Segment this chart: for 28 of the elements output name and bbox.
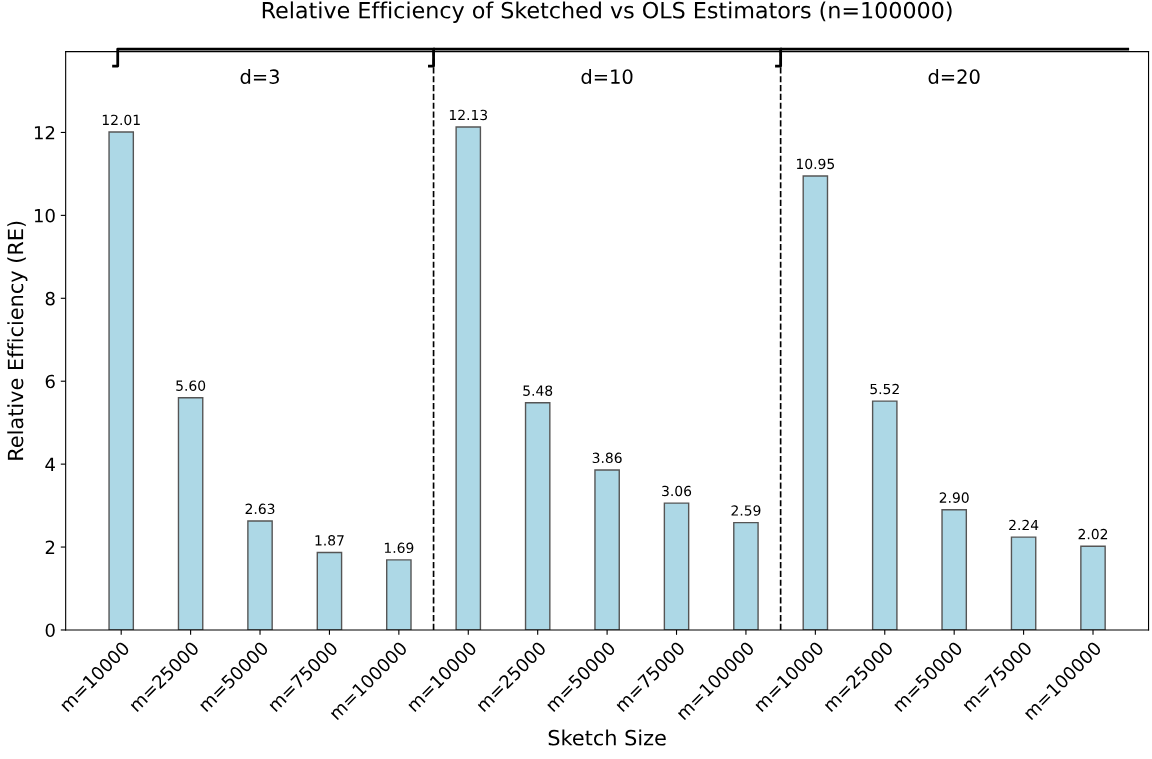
- annotation: d=3: [240, 68, 279, 85]
- y-tick-label: 2: [45, 540, 55, 554]
- data-label: 2.02: [1078, 528, 1108, 540]
- data-label: 3.86: [592, 452, 622, 464]
- data-label: 1.87: [315, 535, 344, 546]
- data-label: 5.48: [523, 385, 553, 396]
- data-label: 2.24: [1009, 519, 1039, 531]
- data-label: 2.90: [939, 492, 969, 503]
- data-label: 10.95: [797, 158, 835, 170]
- data-label: 12.13: [449, 109, 488, 121]
- y-axis-title: Relative Efficiency (RE): [7, 221, 28, 460]
- annotation: d=20: [928, 68, 980, 85]
- y-tick-label: 10: [34, 208, 55, 223]
- data-label: 2.63: [245, 503, 275, 515]
- data-label: 3.06: [662, 485, 692, 497]
- y-tick-label: 8: [45, 291, 55, 306]
- data-label: 12.01: [102, 114, 140, 126]
- data-label: 5.60: [176, 380, 206, 391]
- y-tick-label: 12: [34, 125, 55, 140]
- y-tick-label: 4: [45, 457, 55, 471]
- data-label: 2.59: [731, 505, 761, 516]
- chart-title: Relative Efficiency of Sketched vs OLS Estimators (n=100000): [262, 1, 952, 23]
- annotation: d=10: [581, 68, 633, 85]
- data-label: 1.69: [384, 542, 414, 554]
- x-axis-title: Sketch Size: [548, 729, 666, 746]
- y-tick-label: 6: [45, 374, 55, 389]
- y-tick-label: 0: [45, 623, 55, 638]
- data-label: 5.52: [870, 383, 899, 395]
